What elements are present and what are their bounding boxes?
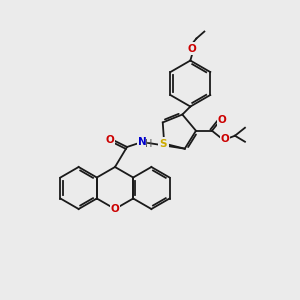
Text: H: H (145, 139, 153, 149)
Text: O: O (218, 115, 226, 125)
Text: O: O (220, 134, 229, 144)
Text: O: O (106, 135, 114, 145)
Text: O: O (111, 204, 119, 214)
Text: O: O (188, 44, 197, 53)
Text: S: S (160, 139, 167, 148)
Text: N: N (138, 137, 146, 147)
